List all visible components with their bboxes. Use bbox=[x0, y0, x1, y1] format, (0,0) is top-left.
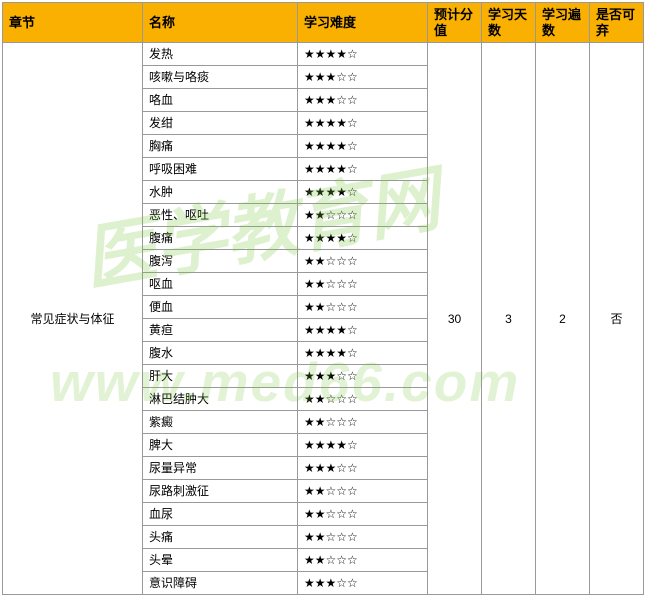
study-plan-table: 章节 名称 学习难度 预计分值 学习天数 学习遍数 是否可弃 常见症状与体征发热… bbox=[2, 2, 644, 595]
difficulty-cell: ★★★☆☆ bbox=[298, 572, 428, 595]
name-cell: 腹痛 bbox=[143, 227, 298, 250]
difficulty-cell: ★★☆☆☆ bbox=[298, 388, 428, 411]
difficulty-cell: ★★★★☆ bbox=[298, 135, 428, 158]
difficulty-cell: ★★☆☆☆ bbox=[298, 411, 428, 434]
difficulty-cell: ★★★★☆ bbox=[298, 342, 428, 365]
difficulty-cell: ★★☆☆☆ bbox=[298, 204, 428, 227]
header-chapter: 章节 bbox=[3, 3, 143, 43]
difficulty-cell: ★★★★☆ bbox=[298, 181, 428, 204]
score-cell: 30 bbox=[428, 43, 482, 595]
name-cell: 尿路刺激征 bbox=[143, 480, 298, 503]
difficulty-cell: ★★☆☆☆ bbox=[298, 480, 428, 503]
difficulty-cell: ★★★☆☆ bbox=[298, 457, 428, 480]
name-cell: 意识障碍 bbox=[143, 572, 298, 595]
drop-cell: 否 bbox=[590, 43, 644, 595]
name-cell: 血尿 bbox=[143, 503, 298, 526]
difficulty-cell: ★★☆☆☆ bbox=[298, 273, 428, 296]
difficulty-cell: ★★☆☆☆ bbox=[298, 549, 428, 572]
chapter-cell: 常见症状与体征 bbox=[3, 43, 143, 595]
name-cell: 紫癜 bbox=[143, 411, 298, 434]
name-cell: 黄疸 bbox=[143, 319, 298, 342]
difficulty-cell: ★★★★☆ bbox=[298, 227, 428, 250]
header-days: 学习天数 bbox=[482, 3, 536, 43]
name-cell: 便血 bbox=[143, 296, 298, 319]
header-times: 学习遍数 bbox=[536, 3, 590, 43]
header-difficulty: 学习难度 bbox=[298, 3, 428, 43]
difficulty-cell: ★★★★☆ bbox=[298, 319, 428, 342]
difficulty-cell: ★★☆☆☆ bbox=[298, 503, 428, 526]
header-name: 名称 bbox=[143, 3, 298, 43]
name-cell: 恶性、呕吐 bbox=[143, 204, 298, 227]
days-cell: 3 bbox=[482, 43, 536, 595]
difficulty-cell: ★★★☆☆ bbox=[298, 365, 428, 388]
name-cell: 脾大 bbox=[143, 434, 298, 457]
difficulty-cell: ★★★★☆ bbox=[298, 112, 428, 135]
name-cell: 呼吸困难 bbox=[143, 158, 298, 181]
name-cell: 肝大 bbox=[143, 365, 298, 388]
header-drop: 是否可弃 bbox=[590, 3, 644, 43]
name-cell: 淋巴结肿大 bbox=[143, 388, 298, 411]
difficulty-cell: ★★★★☆ bbox=[298, 434, 428, 457]
difficulty-cell: ★★★☆☆ bbox=[298, 66, 428, 89]
name-cell: 咳嗽与咯痰 bbox=[143, 66, 298, 89]
table-row: 常见症状与体征发热★★★★☆3032否 bbox=[3, 43, 644, 66]
header-row: 章节 名称 学习难度 预计分值 学习天数 学习遍数 是否可弃 bbox=[3, 3, 644, 43]
difficulty-cell: ★★☆☆☆ bbox=[298, 296, 428, 319]
name-cell: 咯血 bbox=[143, 89, 298, 112]
name-cell: 头晕 bbox=[143, 549, 298, 572]
name-cell: 水肿 bbox=[143, 181, 298, 204]
difficulty-cell: ★★☆☆☆ bbox=[298, 526, 428, 549]
name-cell: 呕血 bbox=[143, 273, 298, 296]
name-cell: 尿量异常 bbox=[143, 457, 298, 480]
name-cell: 胸痛 bbox=[143, 135, 298, 158]
name-cell: 发绀 bbox=[143, 112, 298, 135]
times-cell: 2 bbox=[536, 43, 590, 595]
table-body: 常见症状与体征发热★★★★☆3032否咳嗽与咯痰★★★☆☆咯血★★★☆☆发绀★★… bbox=[3, 43, 644, 595]
name-cell: 头痛 bbox=[143, 526, 298, 549]
difficulty-cell: ★★☆☆☆ bbox=[298, 250, 428, 273]
difficulty-cell: ★★★★☆ bbox=[298, 43, 428, 66]
name-cell: 腹泻 bbox=[143, 250, 298, 273]
header-score: 预计分值 bbox=[428, 3, 482, 43]
difficulty-cell: ★★★★☆ bbox=[298, 158, 428, 181]
name-cell: 发热 bbox=[143, 43, 298, 66]
name-cell: 腹水 bbox=[143, 342, 298, 365]
difficulty-cell: ★★★☆☆ bbox=[298, 89, 428, 112]
